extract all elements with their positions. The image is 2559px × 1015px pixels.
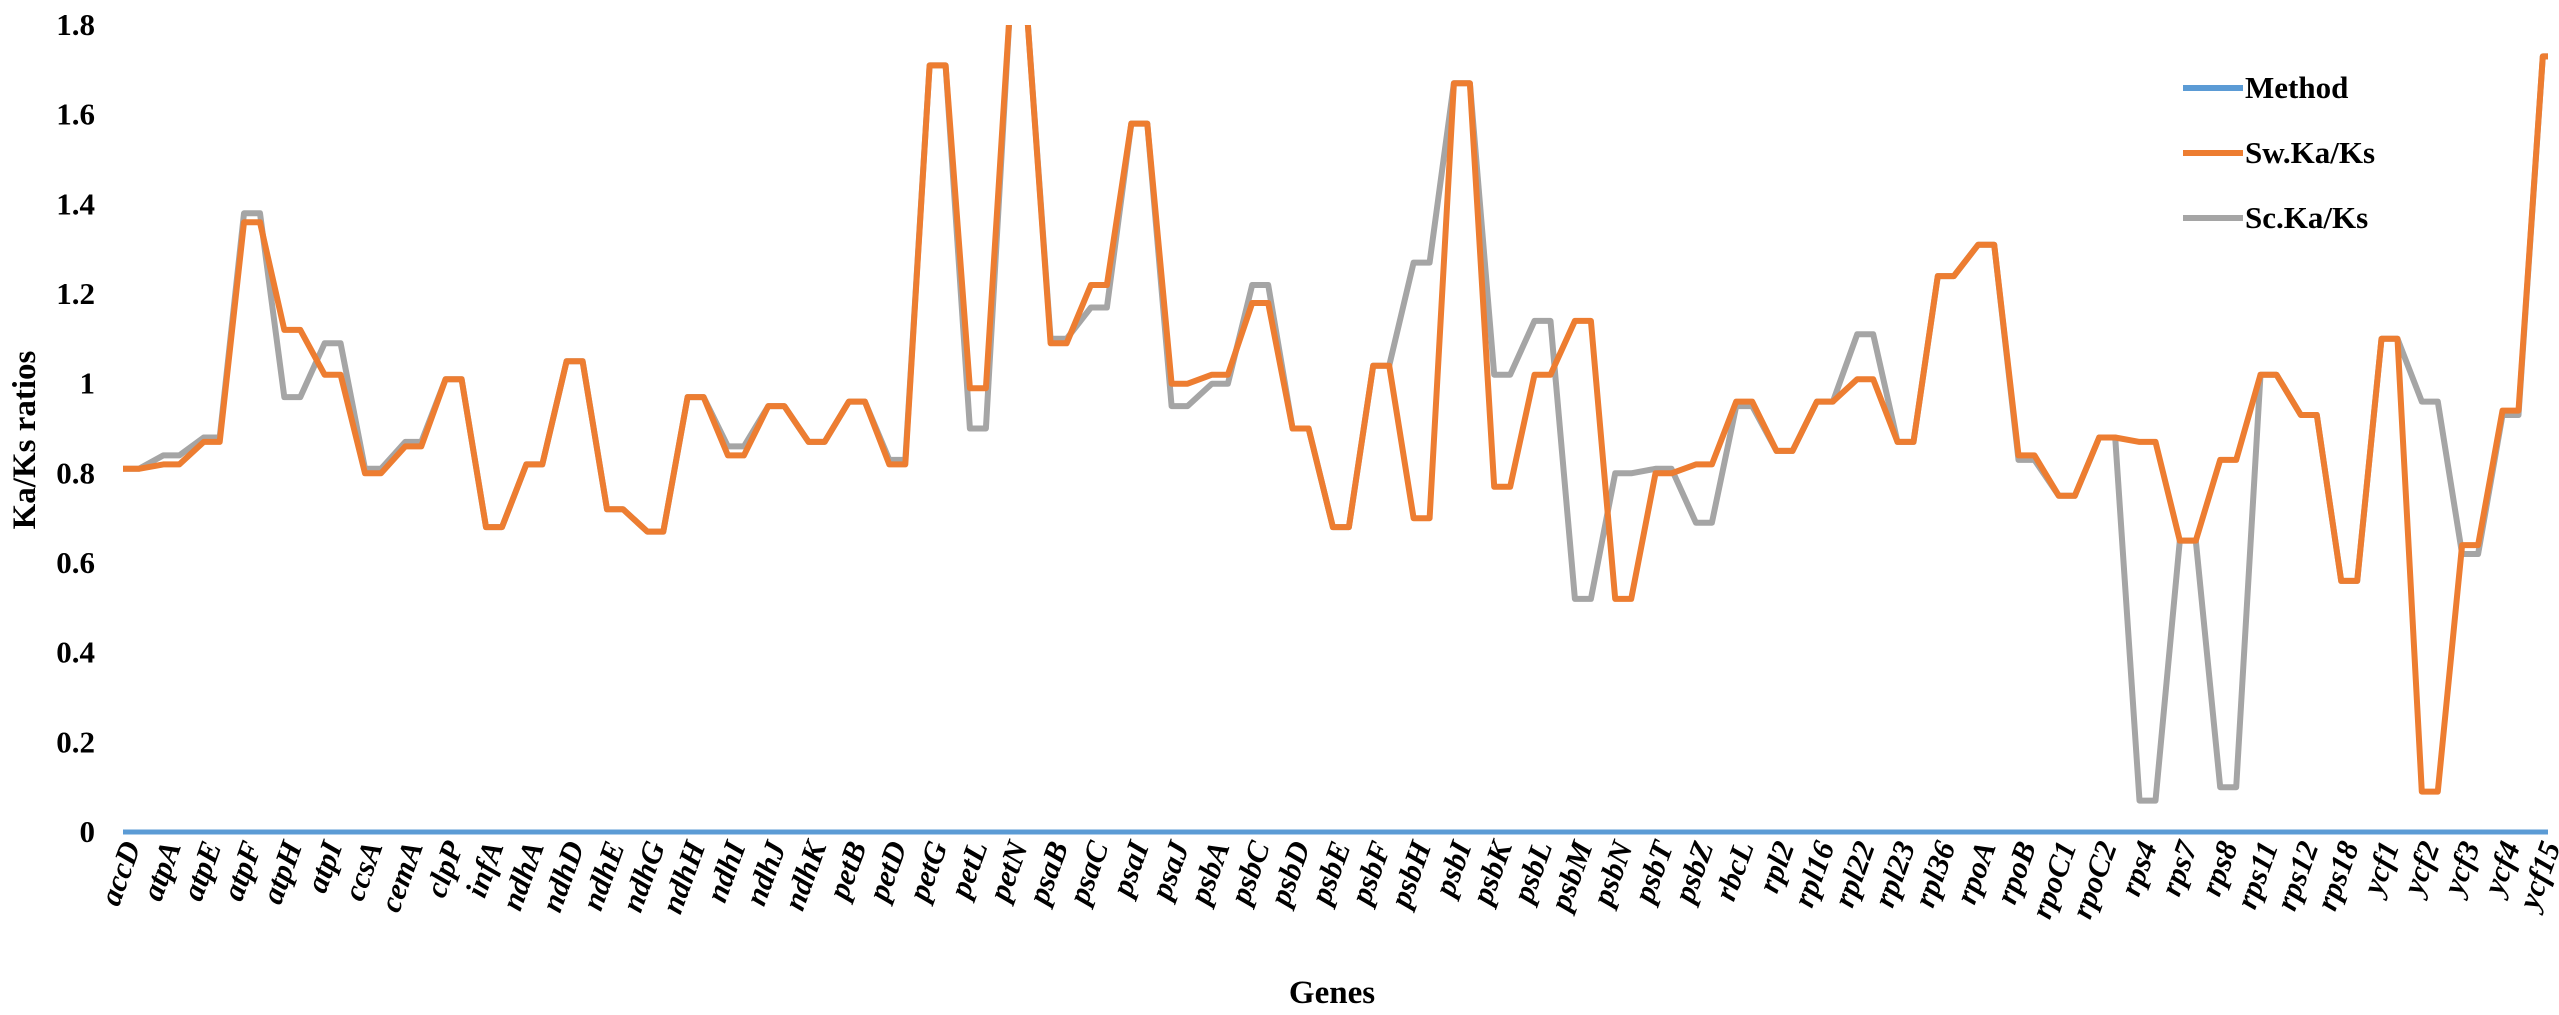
y-axis-ticks: 0 0.2 0.4 0.6 0.8 1 1.2 1.4 1.6 1.8 [56, 7, 95, 849]
legend-label: Sc.Ka/Ks [2245, 200, 2368, 235]
y-tick-label: 1.6 [56, 97, 95, 132]
y-tick-label: 1.2 [56, 276, 95, 311]
y-tick-label: 0.2 [56, 724, 95, 759]
x-tick-label: rps4 [2112, 836, 2164, 900]
x-tick-label: ycf2 [2394, 836, 2447, 902]
x-tick-label: ycf1 [2354, 836, 2407, 902]
x-axis-title: Genes [1289, 975, 1375, 1011]
y-tick-label: 0.6 [56, 545, 95, 580]
x-tick-label: psbK [1463, 834, 1520, 911]
y-tick-label: 1 [80, 366, 96, 401]
y-tick-label: 0.8 [56, 455, 95, 490]
series-lines [123, 25, 2548, 835]
y-tick-label: 0 [80, 814, 96, 849]
y-tick-label: 0.4 [56, 635, 95, 670]
series-line-sw-ka-ks [123, 25, 2548, 795]
y-axis-title: Ka/Ks ratios [7, 350, 43, 529]
x-axis-ticks: accDatpAatpEatpFatpHatpIccsAcemAclpPinfA… [92, 834, 2559, 923]
x-tick-label: accD [92, 836, 147, 909]
legend-label: Sw.Ka/Ks [2245, 135, 2375, 170]
legend-label: Method [2245, 70, 2348, 105]
y-tick-label: 1.8 [56, 7, 95, 42]
x-tick-label: ycf3 [2434, 836, 2487, 902]
legend: Method Sw.Ka/Ks Sc.Ka/Ks [2183, 70, 2375, 235]
y-tick-label: 1.4 [56, 186, 95, 221]
series-line-sc-ka-ks [123, 25, 2548, 804]
